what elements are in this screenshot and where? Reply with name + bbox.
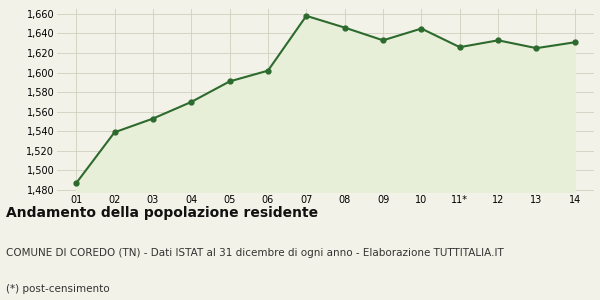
- Text: Andamento della popolazione residente: Andamento della popolazione residente: [6, 206, 318, 220]
- Text: (*) post-censimento: (*) post-censimento: [6, 284, 110, 293]
- Text: COMUNE DI COREDO (TN) - Dati ISTAT al 31 dicembre di ogni anno - Elaborazione TU: COMUNE DI COREDO (TN) - Dati ISTAT al 31…: [6, 248, 504, 257]
